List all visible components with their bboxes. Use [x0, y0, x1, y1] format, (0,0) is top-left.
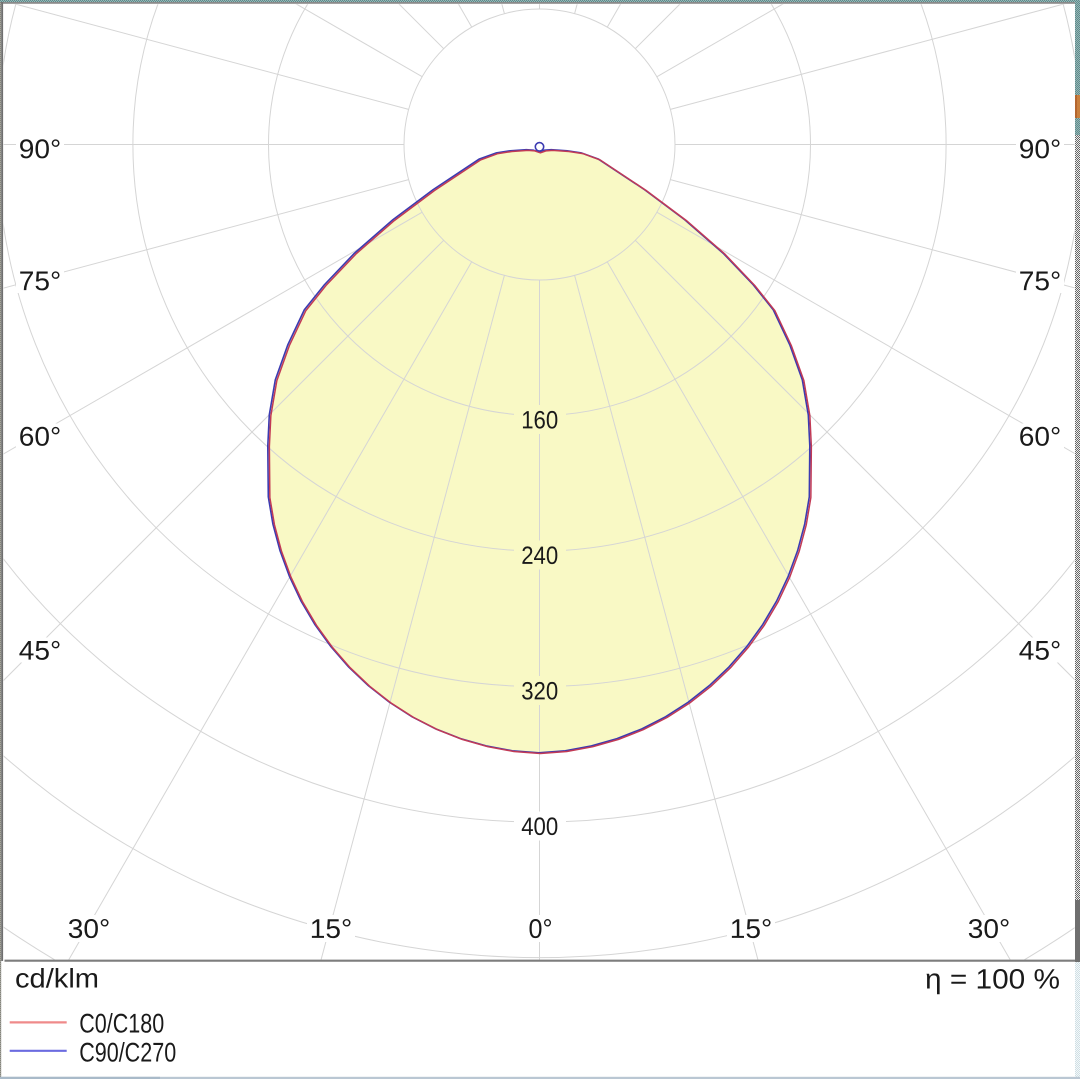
svg-text:30°: 30°: [68, 914, 111, 944]
svg-text:320: 320: [521, 677, 558, 705]
svg-text:90°: 90°: [19, 134, 62, 164]
svg-text:45°: 45°: [1019, 636, 1062, 666]
svg-text:30°: 30°: [968, 914, 1011, 944]
svg-text:45°: 45°: [19, 636, 62, 666]
svg-text:60°: 60°: [1019, 422, 1062, 452]
svg-text:15°: 15°: [730, 914, 773, 944]
svg-text:75°: 75°: [1019, 266, 1062, 296]
svg-text:cd/klm: cd/klm: [15, 964, 99, 994]
svg-text:90°: 90°: [1019, 134, 1062, 164]
svg-text:C0/C180: C0/C180: [79, 1009, 164, 1039]
svg-text:C90/C270: C90/C270: [79, 1038, 176, 1068]
svg-text:400: 400: [521, 813, 558, 841]
svg-text:240: 240: [521, 542, 558, 570]
svg-text:60°: 60°: [19, 422, 62, 452]
svg-text:15°: 15°: [310, 914, 353, 944]
svg-text:75°: 75°: [19, 266, 62, 296]
svg-text:0°: 0°: [528, 914, 552, 944]
svg-text:160: 160: [521, 406, 558, 434]
svg-text:η = 100 %: η = 100 %: [925, 964, 1060, 995]
